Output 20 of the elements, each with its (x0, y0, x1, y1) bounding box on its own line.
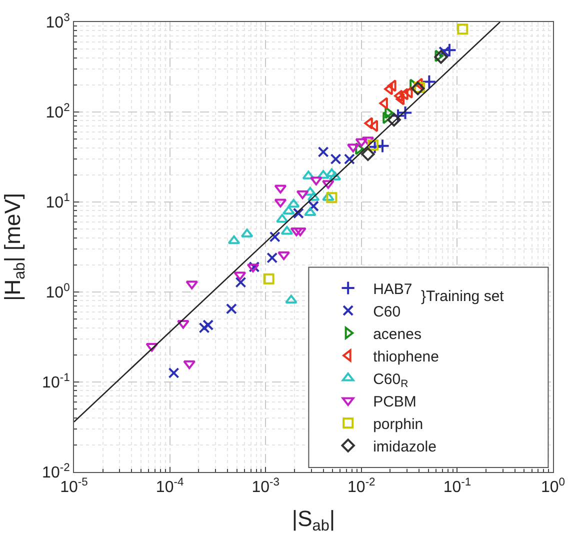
legend-label: thiophene (373, 348, 439, 366)
x-tick-label: 10$^{0}$ (540, 476, 566, 496)
legend-label: HAB7 (373, 280, 412, 298)
y-tick-label: 10$^{1}$ (46, 192, 70, 212)
legend-label: acenes (373, 326, 422, 343)
x-tick-label: 10$^{-1}$ (443, 476, 472, 496)
y-tick-label: 10$^{0}$ (46, 282, 70, 302)
legend-label: PCBM (373, 393, 416, 410)
x-axis-title: |S$_{ab}$| (292, 506, 336, 535)
annotation: }Training set (421, 288, 505, 305)
x-tick-label: 10$^{-2}$ (348, 476, 376, 496)
x-tick-label: 10$^{-3}$ (252, 476, 280, 496)
legend-label: C60 (373, 303, 401, 320)
y-tick-label: 10$^{2}$ (46, 102, 70, 122)
y-tick-label: 10$^{-1}$ (42, 372, 70, 392)
legend-label: porphin (373, 416, 424, 433)
legend-label: C60$_{R}$ (373, 370, 409, 390)
legend-label: imidazole (373, 438, 436, 456)
y-tick-label: 10$^{3}$ (46, 12, 70, 32)
x-tick-label: 10$^{-4}$ (156, 476, 184, 496)
